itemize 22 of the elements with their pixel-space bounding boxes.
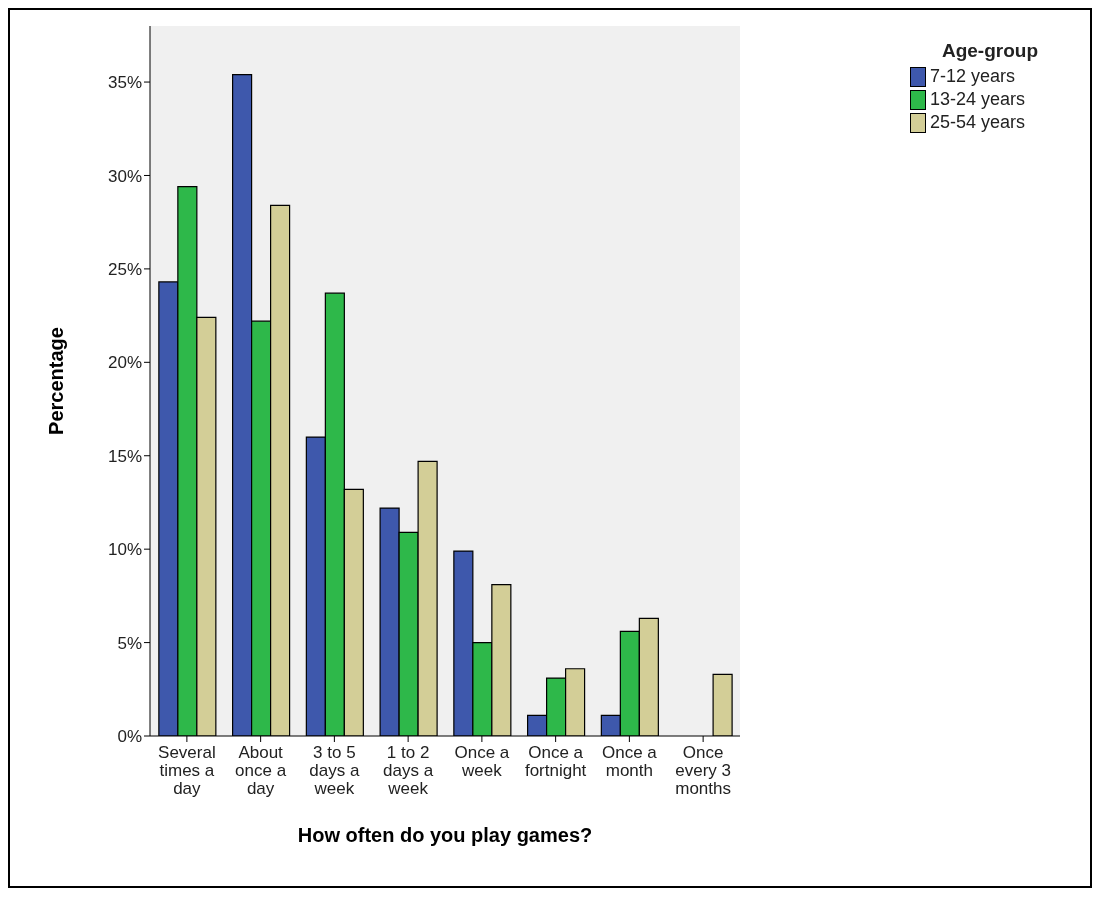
y-tick-label: 25%	[107, 259, 142, 279]
x-tick-label: Once every 3 months	[675, 743, 731, 798]
y-tick-label: 15%	[107, 446, 142, 466]
legend-title: Age-group	[940, 40, 1039, 62]
x-axis-title: How often do you play games?	[297, 824, 593, 846]
y-tick-label: 10%	[107, 540, 142, 560]
x-tick-label: 3 to 5 days a week	[309, 743, 360, 798]
y-axis-title: Percentage	[45, 327, 68, 435]
legend-label: 25-54 years	[930, 112, 1026, 133]
x-tick-label: Several times a day	[158, 743, 216, 798]
y-tick-label: 35%	[107, 73, 142, 93]
legend-label: 13-24 years	[930, 89, 1026, 110]
x-tick-label: 1 to 2 days a week	[383, 743, 434, 798]
x-tick-label: Once a fortnight	[524, 743, 587, 780]
y-tick-label: 20%	[107, 353, 142, 373]
y-tick-label: 0%	[117, 727, 142, 747]
x-tick-label: About once a day	[235, 743, 287, 798]
y-tick-label: 5%	[117, 633, 142, 653]
y-tick-label: 30%	[107, 166, 142, 186]
x-tick-label: Once a week	[454, 743, 510, 780]
x-tick-label: Once a month	[601, 743, 658, 780]
legend-label: 7-12 years	[930, 66, 1016, 87]
